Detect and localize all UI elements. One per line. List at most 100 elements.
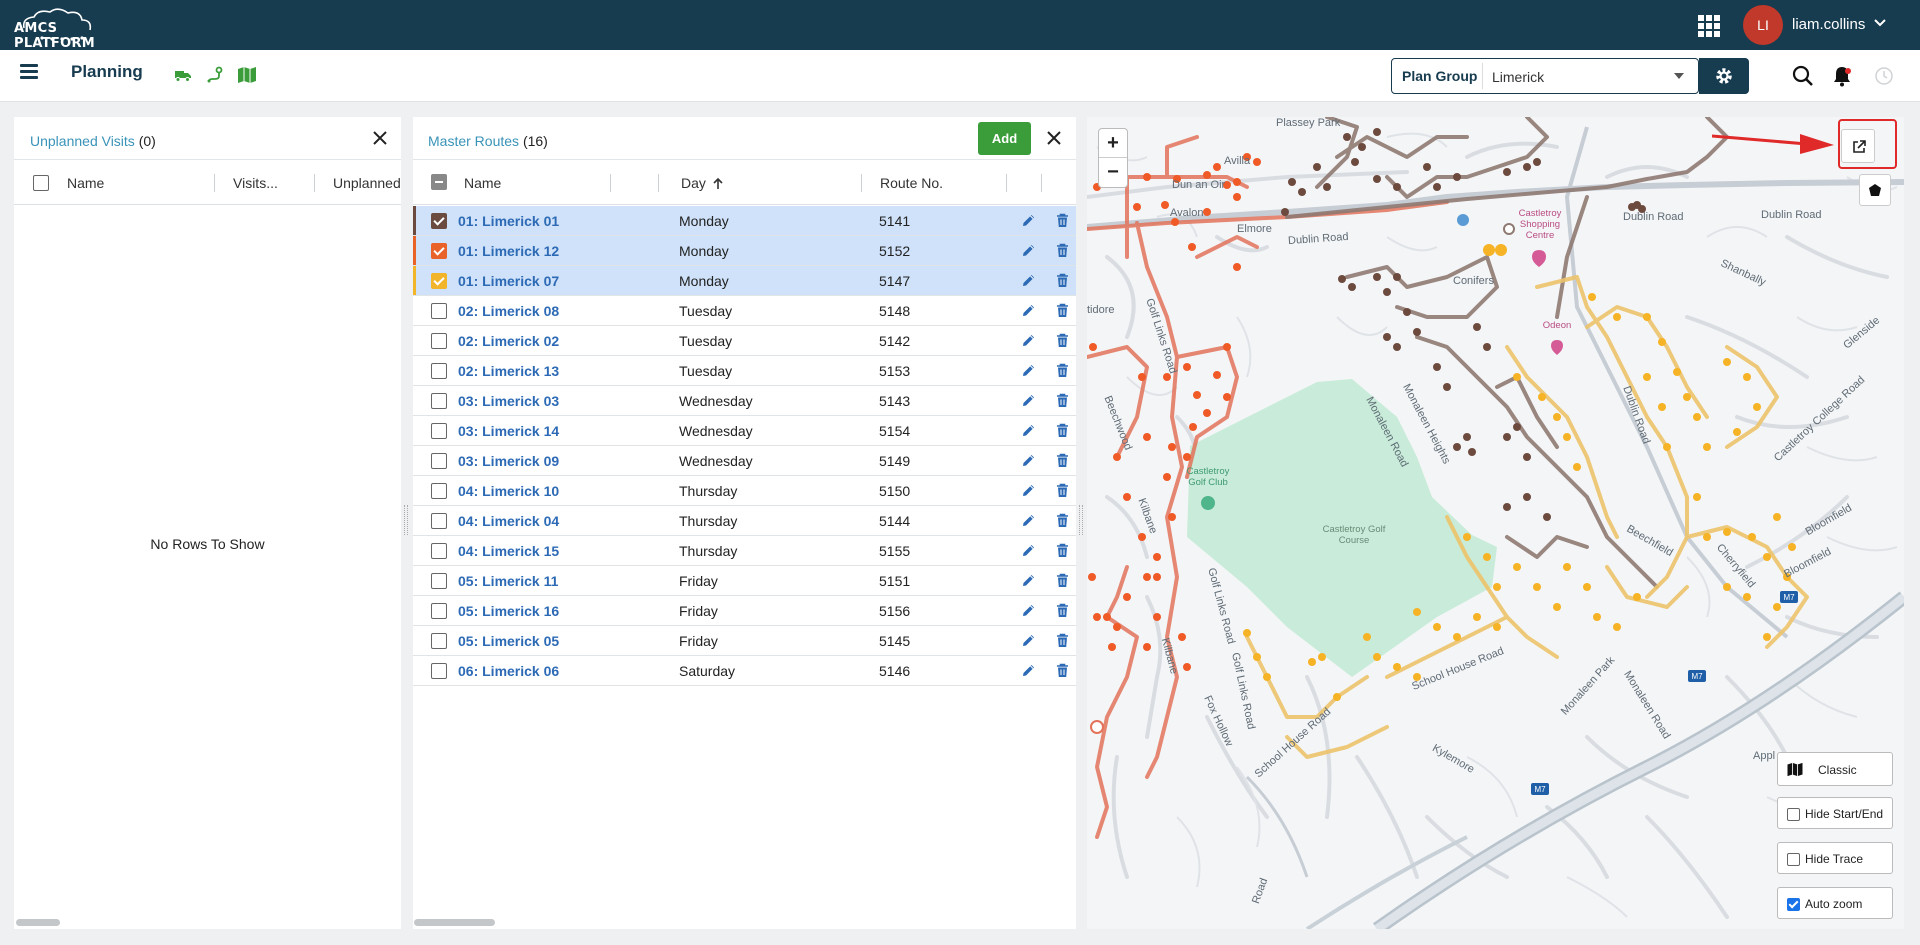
caret-down-icon[interactable] <box>1674 73 1684 79</box>
row-checkbox[interactable] <box>431 333 447 349</box>
row-checkbox[interactable] <box>431 213 447 229</box>
column-separator[interactable] <box>658 174 659 192</box>
row-checkbox[interactable] <box>431 243 447 259</box>
trash-icon[interactable] <box>1056 543 1069 558</box>
clock-icon[interactable] <box>1874 66 1894 86</box>
trash-icon[interactable] <box>1056 243 1069 258</box>
auto-zoom-toggle[interactable]: Auto zoom <box>1777 887 1893 919</box>
route-icon[interactable] <box>205 66 225 84</box>
hide-start-end-toggle[interactable]: Hide Start/End <box>1777 797 1893 829</box>
edit-icon[interactable] <box>1021 513 1036 528</box>
row-checkbox[interactable] <box>431 513 447 529</box>
column-header-day[interactable]: Day <box>681 175 706 191</box>
route-name-link[interactable]: 04: Limerick 04 <box>458 513 560 529</box>
row-checkbox[interactable] <box>431 363 447 379</box>
chevron-down-icon[interactable] <box>1872 14 1888 30</box>
edit-icon[interactable] <box>1021 603 1036 618</box>
zoom-in-button[interactable]: + <box>1099 129 1127 158</box>
hide-trace-checkbox[interactable] <box>1787 853 1800 866</box>
table-row[interactable]: 02: Limerick 08 Tuesday 5148 <box>413 296 1076 326</box>
trash-icon[interactable] <box>1056 423 1069 438</box>
map-canvas[interactable]: M7 M7 M7 <box>1087 117 1904 929</box>
trash-icon[interactable] <box>1056 393 1069 408</box>
add-route-button[interactable]: Add <box>978 122 1031 155</box>
edit-icon[interactable] <box>1021 543 1036 558</box>
route-map[interactable]: M7 M7 M7 Dublin Road Dublin Road Dublin … <box>1087 117 1904 929</box>
bell-icon[interactable] <box>1832 65 1852 87</box>
route-name-link[interactable]: 03: Limerick 09 <box>458 453 560 469</box>
select-all-checkbox[interactable] <box>33 175 49 191</box>
trash-icon[interactable] <box>1056 453 1069 468</box>
route-name-link[interactable]: 02: Limerick 08 <box>458 303 560 319</box>
edit-icon[interactable] <box>1021 663 1036 678</box>
column-separator[interactable] <box>610 174 611 192</box>
trash-icon[interactable] <box>1056 483 1069 498</box>
table-row[interactable]: 03: Limerick 09 Wednesday 5149 <box>413 446 1076 476</box>
column-separator[interactable] <box>861 174 862 192</box>
row-checkbox[interactable] <box>431 303 447 319</box>
search-icon[interactable] <box>1792 65 1814 87</box>
table-row[interactable]: 01: Limerick 12 Monday 5152 <box>413 236 1076 266</box>
close-icon[interactable] <box>372 130 388 146</box>
edit-icon[interactable] <box>1021 363 1036 378</box>
column-header-visits[interactable]: Visits... <box>233 175 278 191</box>
column-header-unplanned[interactable]: Unplanned <box>333 175 401 191</box>
plan-group-selector[interactable]: Plan Group Limerick <box>1391 58 1699 94</box>
trash-icon[interactable] <box>1056 633 1069 648</box>
trash-icon[interactable] <box>1056 303 1069 318</box>
app-grid-icon[interactable] <box>1698 15 1720 37</box>
username[interactable]: liam.collins <box>1792 16 1866 33</box>
table-row[interactable]: 04: Limerick 04 Thursday 5144 <box>413 506 1076 536</box>
trash-icon[interactable] <box>1056 333 1069 348</box>
hide-start-end-checkbox[interactable] <box>1787 808 1800 821</box>
row-checkbox[interactable] <box>431 453 447 469</box>
route-name-link[interactable]: 06: Limerick 06 <box>458 663 560 679</box>
table-row[interactable]: 06: Limerick 06 Saturday 5146 <box>413 656 1076 686</box>
popout-map-button[interactable] <box>1841 129 1875 163</box>
edit-icon[interactable] <box>1021 303 1036 318</box>
edit-icon[interactable] <box>1021 423 1036 438</box>
amcs-logo[interactable]: AMCS PLATFORM <box>12 8 122 51</box>
trash-icon[interactable] <box>1056 513 1069 528</box>
map-style-classic-button[interactable]: Classic <box>1777 752 1893 786</box>
route-name-link[interactable]: 01: Limerick 07 <box>458 273 560 289</box>
row-checkbox[interactable] <box>431 273 447 289</box>
plan-group-dropdown[interactable] <box>1482 63 1692 89</box>
row-checkbox[interactable] <box>431 423 447 439</box>
column-header-route-no[interactable]: Route No. <box>880 175 944 191</box>
trash-icon[interactable] <box>1056 663 1069 678</box>
table-row[interactable]: 04: Limerick 10 Thursday 5150 <box>413 476 1076 506</box>
select-all-checkbox[interactable] <box>431 174 447 190</box>
route-name-link[interactable]: 04: Limerick 15 <box>458 543 560 559</box>
panel-resize-handle[interactable] <box>404 505 408 535</box>
edit-icon[interactable] <box>1021 393 1036 408</box>
plan-group-settings-button[interactable] <box>1699 58 1749 94</box>
draw-polygon-button[interactable] <box>1859 174 1891 206</box>
row-checkbox[interactable] <box>431 543 447 559</box>
edit-icon[interactable] <box>1021 213 1036 228</box>
row-checkbox[interactable] <box>431 633 447 649</box>
table-row[interactable]: 03: Limerick 14 Wednesday 5154 <box>413 416 1076 446</box>
column-separator[interactable] <box>1041 174 1042 192</box>
menu-icon[interactable] <box>20 64 38 80</box>
route-name-link[interactable]: 03: Limerick 03 <box>458 393 560 409</box>
trash-icon[interactable] <box>1056 273 1069 288</box>
column-separator[interactable] <box>214 174 215 192</box>
edit-icon[interactable] <box>1021 243 1036 258</box>
zoom-out-button[interactable]: − <box>1107 161 1119 183</box>
route-name-link[interactable]: 05: Limerick 16 <box>458 603 560 619</box>
hide-trace-toggle[interactable]: Hide Trace <box>1777 842 1893 874</box>
horizontal-scrollbar[interactable] <box>16 919 60 926</box>
row-checkbox[interactable] <box>431 573 447 589</box>
table-row[interactable]: 02: Limerick 02 Tuesday 5142 <box>413 326 1076 356</box>
plan-group-value[interactable]: Limerick <box>1492 69 1545 85</box>
panel-resize-handle[interactable] <box>1079 505 1083 535</box>
user-avatar[interactable]: LI <box>1743 5 1783 45</box>
table-row[interactable]: 05: Limerick 05 Friday 5145 <box>413 626 1076 656</box>
route-name-link[interactable]: 01: Limerick 01 <box>458 213 560 229</box>
table-row[interactable]: 02: Limerick 13 Tuesday 5153 <box>413 356 1076 386</box>
trash-icon[interactable] <box>1056 363 1069 378</box>
column-separator[interactable] <box>314 174 315 192</box>
trash-icon[interactable] <box>1056 603 1069 618</box>
row-checkbox[interactable] <box>431 393 447 409</box>
